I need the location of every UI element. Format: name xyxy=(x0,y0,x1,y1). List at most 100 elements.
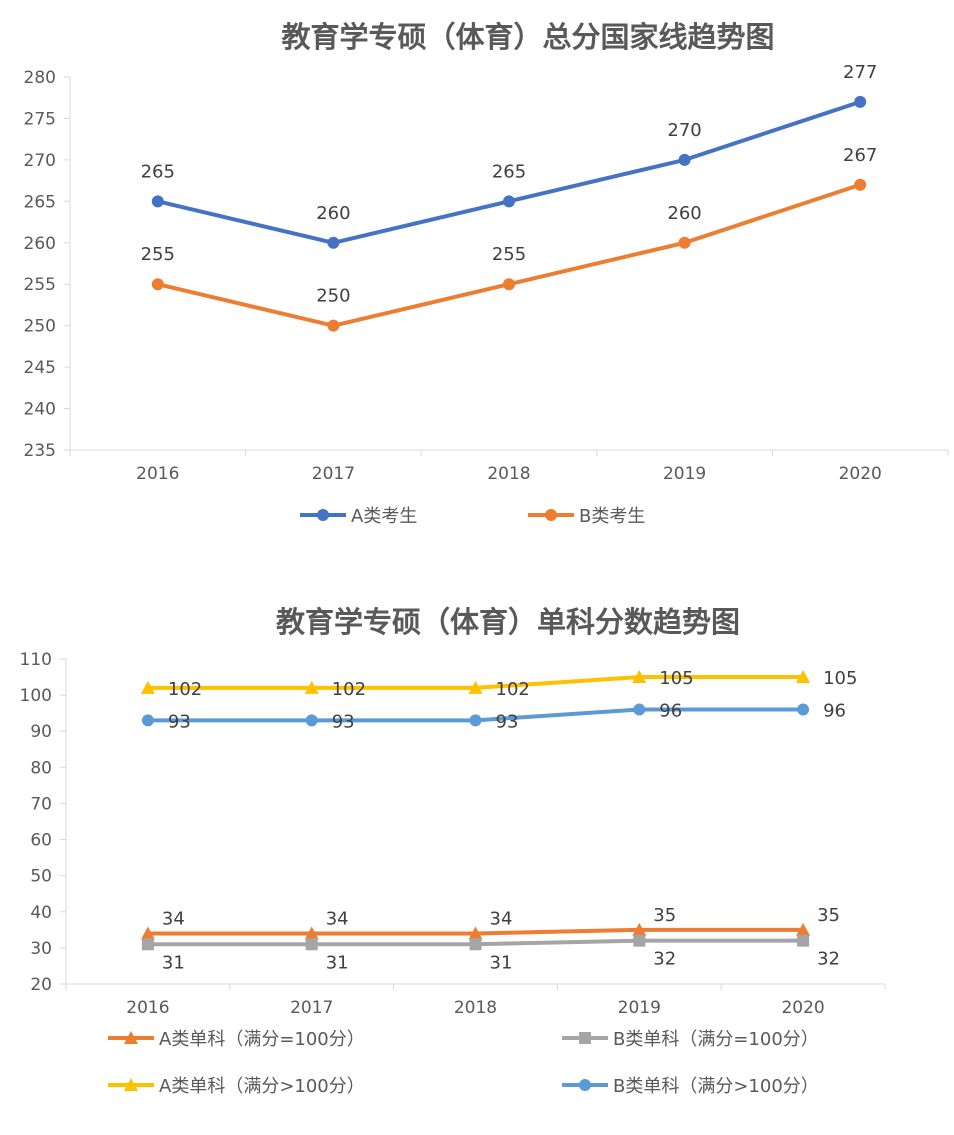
data-label: 255 xyxy=(492,244,526,265)
data-point xyxy=(796,670,811,684)
data-label: 105 xyxy=(823,668,857,689)
data-point xyxy=(579,1079,591,1091)
x-tick-label: 2020 xyxy=(781,998,824,1018)
legend-item: B类考生 xyxy=(528,506,645,527)
legend-label: B类单科（满分=100分） xyxy=(613,1029,819,1050)
data-point xyxy=(678,236,691,249)
data-label: 32 xyxy=(653,949,676,970)
data-point xyxy=(468,926,483,940)
data-point xyxy=(151,278,164,291)
data-point xyxy=(469,938,482,951)
data-label: 270 xyxy=(667,120,701,141)
data-label: 93 xyxy=(168,711,191,732)
data-label: 32 xyxy=(817,949,840,970)
data-label: 102 xyxy=(168,679,202,700)
y-tick-label: 270 xyxy=(24,151,56,171)
data-label: 31 xyxy=(326,952,349,973)
data-label: 34 xyxy=(490,908,513,929)
x-tick-label: 2019 xyxy=(618,998,661,1018)
data-point xyxy=(305,938,318,951)
data-label: 260 xyxy=(667,203,701,224)
y-tick-label: 70 xyxy=(30,794,52,814)
data-label: 260 xyxy=(316,203,350,224)
data-label: 277 xyxy=(843,62,877,83)
data-point xyxy=(854,178,867,191)
data-point xyxy=(854,95,867,108)
y-tick-label: 235 xyxy=(24,441,56,461)
x-tick-label: 2016 xyxy=(136,464,179,484)
y-tick-label: 60 xyxy=(30,831,52,851)
data-label: 31 xyxy=(162,952,185,973)
y-tick-label: 280 xyxy=(24,68,56,88)
data-point xyxy=(141,938,154,951)
series-2: 31 31 31 32 32 xyxy=(141,934,840,973)
y-tick-label: 265 xyxy=(24,192,56,212)
series-4: 93 93 93 96 96 xyxy=(141,701,846,732)
legend-item: B类单科（满分>100分） xyxy=(562,1076,819,1097)
data-label: 35 xyxy=(817,905,840,926)
y-tick-label: 80 xyxy=(30,758,52,778)
chart-title: 教育学专硕（体育）单科分数趋势图 xyxy=(276,605,740,639)
data-label: 102 xyxy=(332,679,366,700)
y-tick-label: 240 xyxy=(24,400,56,420)
data-point xyxy=(151,195,164,208)
y-tick-label: 90 xyxy=(30,722,52,742)
chart-2: 教育学专硕（体育）单科分数趋势图 20 30 40 50 60 70 80 90 100 110 20… xyxy=(20,605,886,1097)
y-tick-label: 30 xyxy=(30,939,52,959)
chart-title: 教育学专硕（体育）总分国家线趋势图 xyxy=(281,20,774,54)
data-label: 265 xyxy=(141,161,175,182)
data-point xyxy=(140,680,155,694)
legend-label: A类单科（满分>100分） xyxy=(159,1076,365,1097)
x-tick-label: 2019 xyxy=(663,464,706,484)
data-point xyxy=(797,703,810,716)
y-tick-label: 245 xyxy=(24,358,56,378)
data-point xyxy=(304,680,319,694)
x-tick-label: 2017 xyxy=(290,998,333,1018)
data-point xyxy=(545,509,557,521)
data-point xyxy=(796,922,811,936)
series-1: 265 260 265 270 277 xyxy=(141,62,877,249)
data-label: 34 xyxy=(326,908,349,929)
data-point xyxy=(633,703,646,716)
legend-label: B类单科（满分>100分） xyxy=(613,1076,819,1097)
data-label: 265 xyxy=(492,161,526,182)
y-tick-label: 20 xyxy=(30,975,52,995)
data-label: 35 xyxy=(653,905,676,926)
legend-label: B类考生 xyxy=(579,506,645,527)
data-label: 31 xyxy=(490,952,513,973)
data-label: 93 xyxy=(496,711,519,732)
data-point xyxy=(124,1031,138,1044)
legend-item: B类单科（满分=100分） xyxy=(562,1029,819,1050)
y-tick-label: 275 xyxy=(24,109,56,129)
data-point xyxy=(304,926,319,940)
data-label: 105 xyxy=(659,668,693,689)
x-tick-label: 2018 xyxy=(454,998,497,1018)
series-2: 255 250 255 260 267 xyxy=(141,145,877,332)
series-1: 34 34 34 35 35 xyxy=(140,905,840,940)
data-label: 102 xyxy=(496,679,530,700)
data-point xyxy=(678,153,691,166)
data-point xyxy=(327,319,340,332)
data-point xyxy=(503,278,515,291)
y-tick-label: 255 xyxy=(24,275,56,295)
data-point xyxy=(140,926,155,940)
data-label: 96 xyxy=(659,701,682,722)
data-point xyxy=(503,195,515,208)
y-tick-label: 50 xyxy=(30,867,52,887)
legend-item: A类考生 xyxy=(300,506,417,527)
data-point xyxy=(579,1032,591,1044)
data-point xyxy=(797,934,810,947)
legend-label: A类考生 xyxy=(351,506,417,527)
data-point xyxy=(632,670,647,684)
y-tick-label: 260 xyxy=(24,234,56,254)
x-tick-label: 2018 xyxy=(487,464,530,484)
data-label: 267 xyxy=(843,145,877,166)
data-label: 93 xyxy=(332,711,355,732)
data-point xyxy=(317,509,329,521)
data-label: 255 xyxy=(141,244,175,265)
series-3: 102 102 102 105 105 xyxy=(140,668,857,700)
data-point xyxy=(327,236,340,249)
x-tick-label: 2016 xyxy=(126,998,169,1018)
data-point xyxy=(468,680,483,694)
